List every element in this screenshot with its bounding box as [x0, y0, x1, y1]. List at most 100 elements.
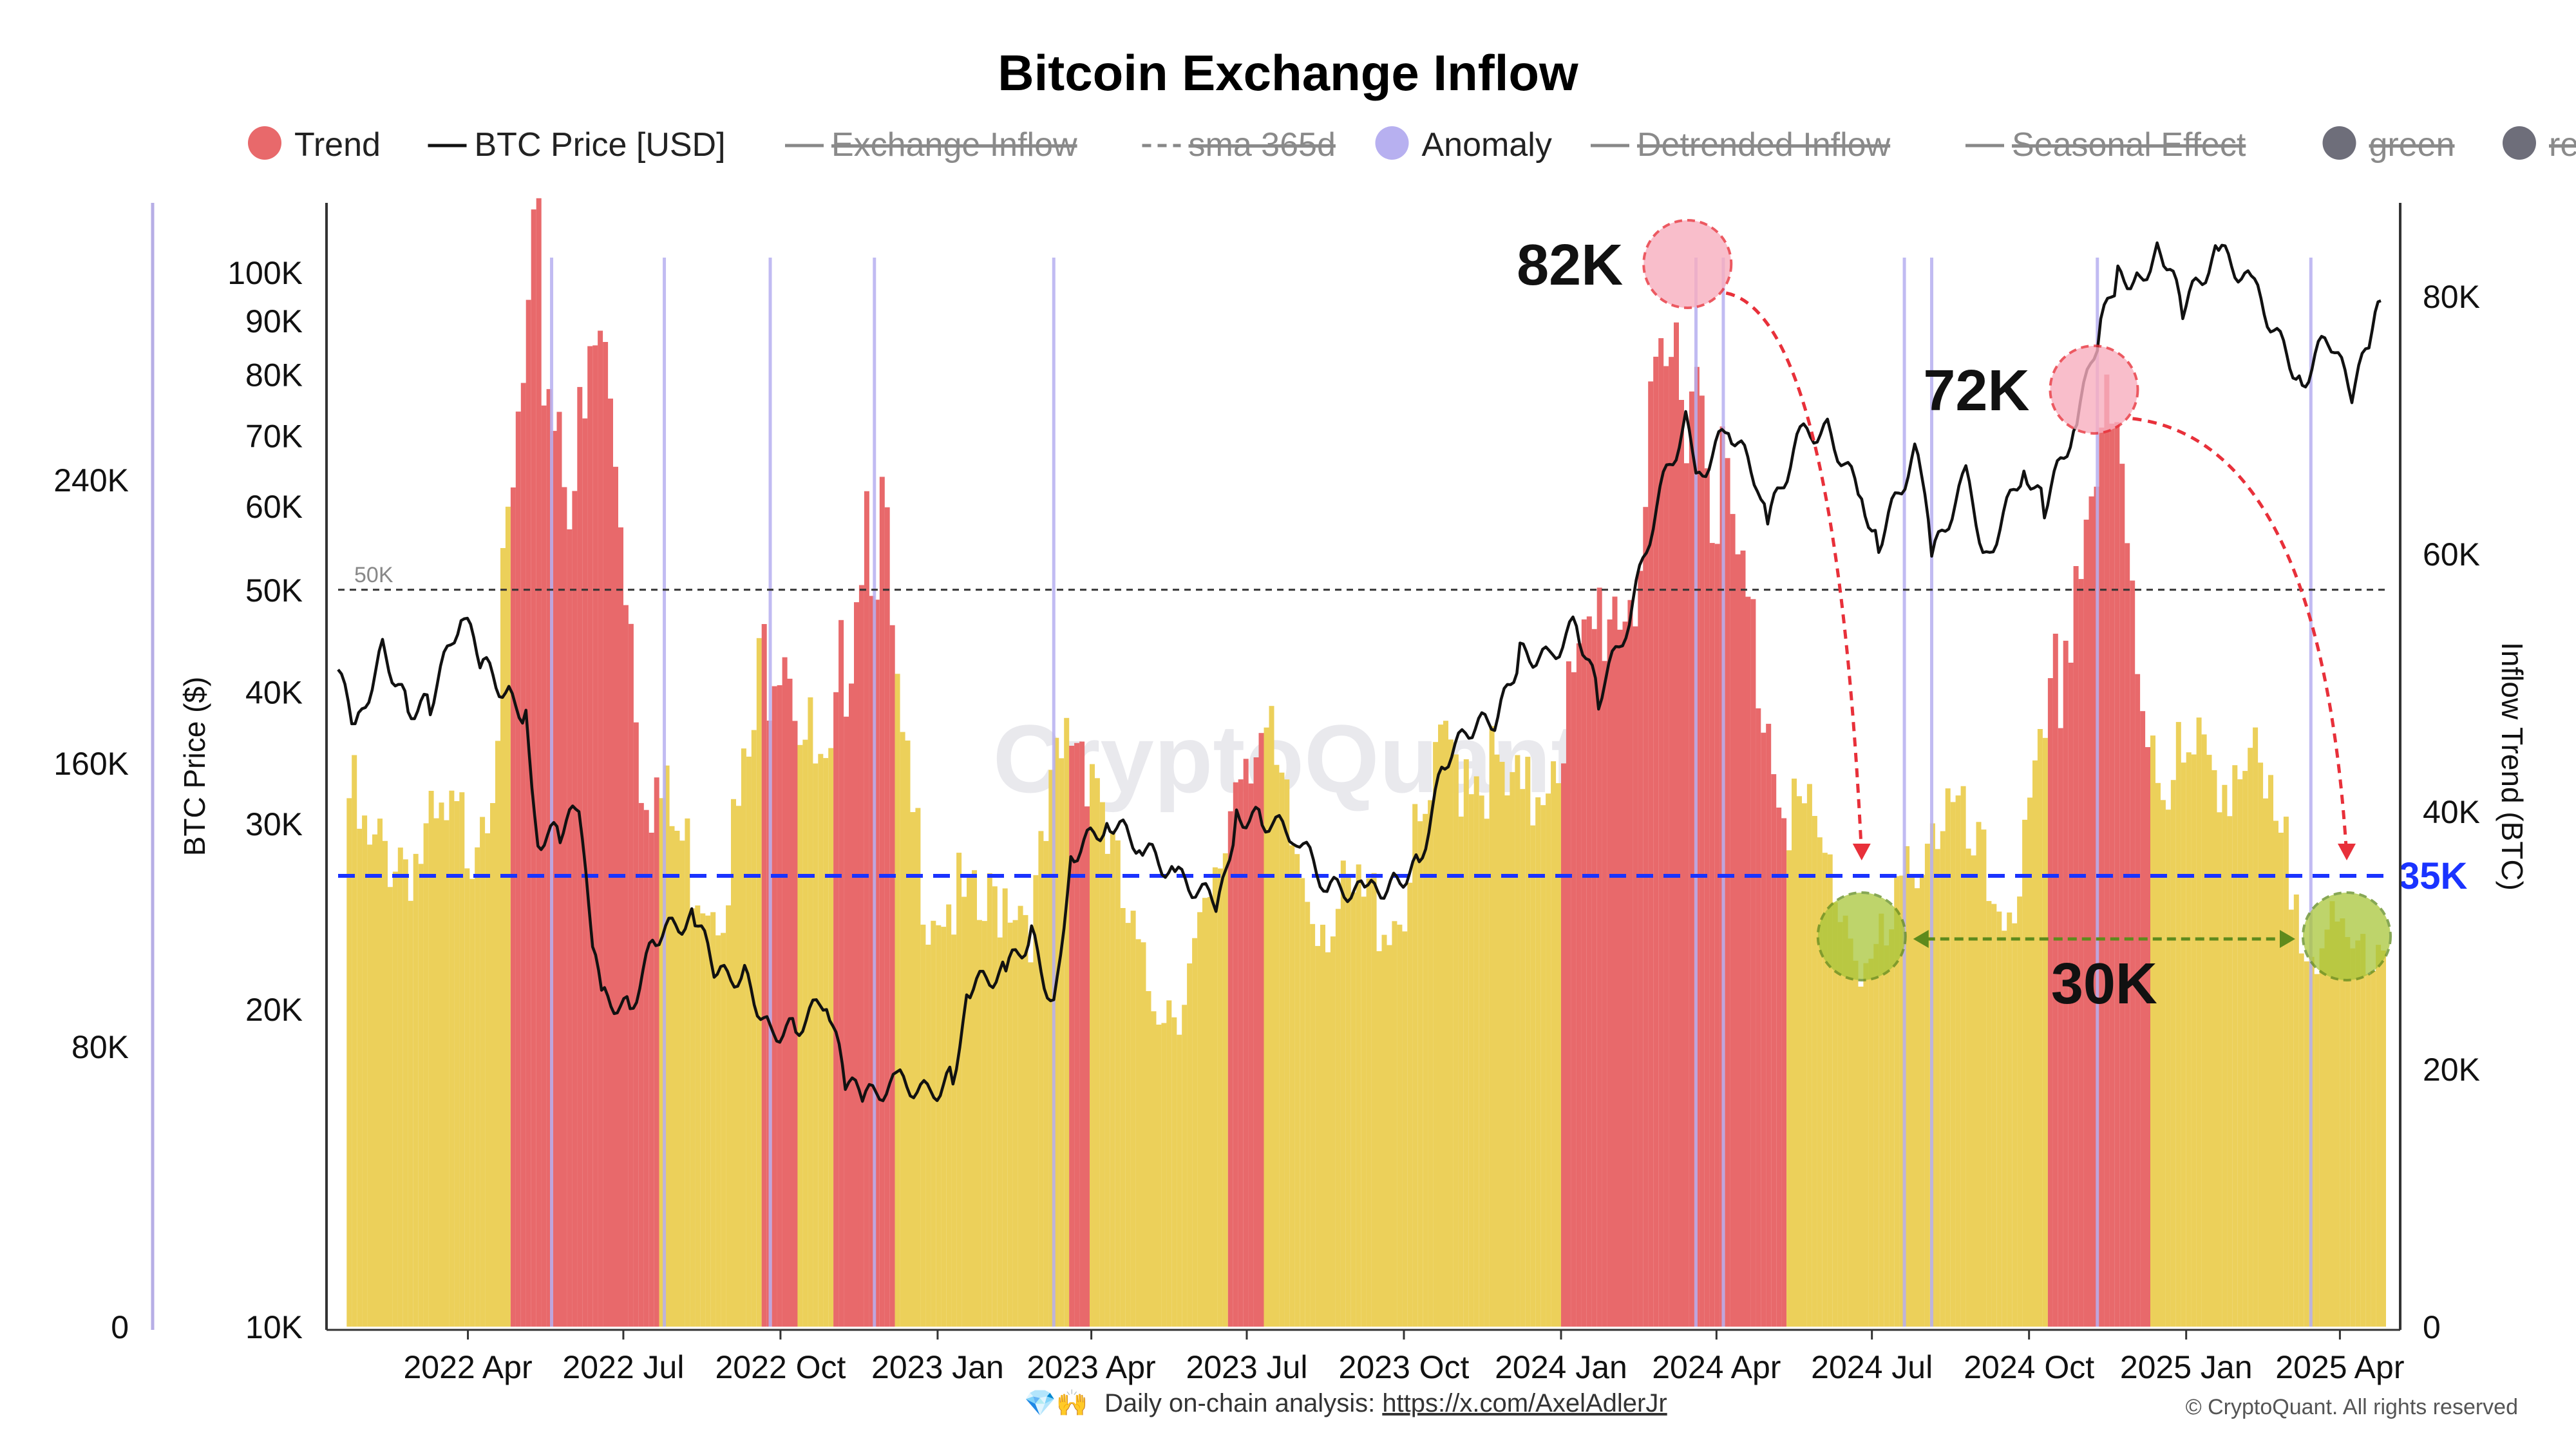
inflow-bar: [1315, 945, 1321, 1327]
x-axis-tick: 2022 Jul: [562, 1349, 684, 1385]
inflow-bar: [2258, 762, 2264, 1327]
inflow-bar: [1683, 463, 1689, 1327]
inflow-bar: [869, 596, 875, 1327]
inflow-bar: [721, 933, 726, 1327]
x-axis-tick: 2025 Apr: [2275, 1349, 2404, 1385]
inflow-bar: [1735, 554, 1741, 1327]
inflow-bar: [2206, 755, 2212, 1327]
inflow-bar: [1217, 868, 1223, 1327]
legend-item-anomaly[interactable]: Anomaly: [1375, 126, 1552, 164]
inflow-bar: [2002, 931, 2007, 1327]
inflow-bar: [1320, 924, 1325, 1327]
inflow-bar: [1094, 778, 1100, 1327]
inflow-bar: [2237, 779, 2243, 1327]
inflow-bar: [1233, 782, 1238, 1327]
peak-label: 82K: [1517, 233, 1623, 298]
inflow-bar: [1227, 811, 1233, 1327]
price-axis-tick: 20K: [245, 992, 303, 1028]
inflow-trend-bars: [346, 198, 2386, 1327]
inflow-bar: [2211, 770, 2217, 1327]
inflow-bar: [2114, 422, 2120, 1327]
inflow-bar: [1658, 338, 1664, 1327]
legend-item-trend[interactable]: Trend: [248, 126, 381, 164]
inflow-bar: [2165, 810, 2171, 1327]
inflow-bar: [444, 820, 450, 1327]
inflow-bar: [997, 937, 1003, 1327]
inflow-bar: [1965, 848, 1971, 1327]
inflow-bar: [1730, 514, 1736, 1327]
inflow-bar: [2012, 923, 2018, 1327]
legend-item-exchange-inflow[interactable]: Exchange Inflow: [785, 126, 1077, 164]
outer-axis-tick: 80K: [71, 1029, 129, 1065]
legend[interactable]: Trend BTC Price [USD] Exchange Inflow sma 3…: [248, 126, 2576, 164]
inflow-bar: [1090, 764, 1095, 1327]
inflow-bar: [2042, 737, 2048, 1327]
inflow-bar: [1699, 395, 1705, 1327]
inflow-bar: [1976, 822, 1982, 1327]
inflow-bar: [1745, 596, 1751, 1327]
inflow-bar: [1007, 922, 1013, 1327]
inflow-bar: [1146, 991, 1151, 1327]
inflow-bar: [1581, 619, 1587, 1327]
inflow-bar: [823, 758, 829, 1327]
inflow-bar: [1535, 797, 1541, 1327]
inflow-bar: [2298, 953, 2304, 1327]
legend-item-btc-price-usd-[interactable]: BTC Price [USD]: [428, 126, 726, 164]
inflow-bar: [536, 198, 542, 1327]
inflow-bar: [1709, 543, 1715, 1327]
inflow-bar: [761, 624, 767, 1327]
inflow-bar: [900, 732, 905, 1327]
price-axis-tick: 80K: [245, 357, 303, 393]
legend-item-detrended-inflow[interactable]: Detrended Inflow: [1591, 126, 1891, 164]
inflow-bar: [1428, 800, 1434, 1327]
inflow-bar: [1904, 846, 1910, 1327]
inflow-bar: [2186, 752, 2192, 1327]
inflow-bar: [1674, 322, 1679, 1327]
inflow-bar: [556, 412, 562, 1327]
inflow-bar: [362, 815, 368, 1327]
inflow-bar: [1166, 1000, 1172, 1327]
inflow-bar: [628, 623, 634, 1327]
inflow-bar: [551, 431, 557, 1327]
inflow-bar: [1530, 825, 1536, 1327]
inflow-bar: [562, 487, 567, 1327]
legend-item-red[interactable]: red: [2503, 126, 2576, 164]
inflow-bar: [1638, 571, 1643, 1327]
legend-item-sma-365d[interactable]: sma 365d: [1142, 126, 1336, 164]
legend-item-green[interactable]: green: [2322, 126, 2455, 164]
footer-link[interactable]: https://x.com/AxelAdlerJr: [1382, 1389, 1667, 1417]
anomaly-lines: [550, 258, 2313, 1327]
inflow-bar: [854, 602, 859, 1327]
inflow-bar: [1417, 821, 1423, 1327]
inflow-bar: [572, 491, 578, 1327]
inflow-bar: [1879, 913, 1884, 1327]
inflow-bar: [1099, 802, 1105, 1327]
legend-item-seasonal-effect[interactable]: Seasonal Effect: [1965, 126, 2246, 164]
inflow-bar: [659, 798, 665, 1327]
btc-price-path: [337, 241, 2382, 1103]
inflow-bar: [1156, 1025, 1162, 1327]
x-axis-tick: 2022 Oct: [715, 1349, 846, 1385]
inflow-bar: [772, 686, 777, 1327]
inflow-bar: [1161, 1023, 1167, 1327]
inflow-bar: [613, 466, 618, 1327]
inflow-bar: [1971, 855, 1976, 1327]
inflow-bar: [510, 487, 516, 1327]
inflow-bar: [1960, 786, 1966, 1327]
legend-label: Anomaly: [1422, 126, 1552, 164]
inflow-bar: [505, 506, 511, 1327]
inflow-bar: [679, 840, 685, 1327]
inflow-bar: [1084, 806, 1090, 1327]
inflow-bar: [1330, 936, 1336, 1327]
inflow-bar: [1264, 727, 1269, 1327]
inflow-bar: [2125, 543, 2130, 1327]
right-axis-tick: 80K: [2423, 279, 2480, 315]
inflow-bar: [2088, 496, 2094, 1327]
peak-label: 72K: [1923, 359, 2029, 423]
inflow-bar: [1663, 366, 1669, 1327]
inflow-bar: [777, 685, 782, 1327]
inflow-bar: [1192, 938, 1198, 1327]
inflow-bar: [1499, 762, 1505, 1327]
inflow-bar: [541, 405, 547, 1327]
x-axis-tick: 2024 Oct: [1964, 1349, 2094, 1385]
